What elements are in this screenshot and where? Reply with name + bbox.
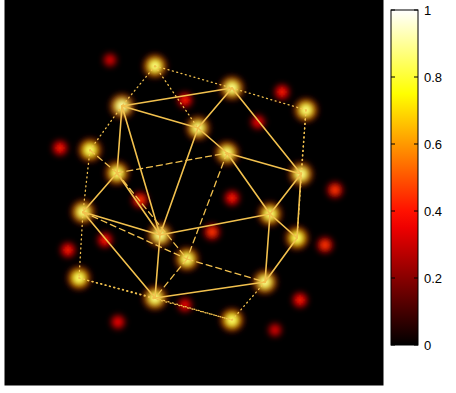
edge-solid (122, 106, 198, 128)
edge-solid (265, 214, 270, 282)
edge-dashed (187, 153, 227, 259)
density-spots (49, 50, 346, 340)
edge-solid (83, 212, 160, 235)
colorbar-tick-label: 0.4 (424, 204, 442, 219)
plot-background (5, 0, 383, 385)
colorbar-tick (391, 345, 395, 346)
edge-solid (160, 128, 198, 235)
colorbar-tick (391, 10, 395, 11)
colorbar-tick-label: 0.2 (424, 271, 442, 286)
colorbar-tick-label: 0 (424, 338, 431, 353)
edge-solid (83, 173, 117, 212)
edge-dotted (79, 278, 155, 298)
density-spot (57, 239, 78, 260)
edge-solid (198, 128, 227, 153)
colorbar-tick (414, 10, 418, 11)
edge-solid (83, 212, 155, 298)
edge-solid (155, 282, 265, 298)
edge-solid (265, 238, 297, 282)
density-spot (324, 179, 346, 201)
colorbar: 0 0.2 0.4 0.6 0.8 1 (391, 3, 442, 353)
edge-solid (270, 214, 297, 238)
edge-solid (232, 88, 301, 174)
edge-dotted (155, 298, 232, 320)
colorbar-tick (391, 211, 395, 212)
chart: 0 0.2 0.4 0.6 0.8 1 (0, 0, 456, 393)
edge-dashed (83, 212, 187, 259)
edge-dotted (122, 66, 155, 106)
colorbar-tick-label: 0.6 (424, 137, 442, 152)
colorbar-tick-label: 1 (424, 3, 431, 18)
edge-dotted (90, 106, 122, 150)
colorbar-tick (391, 278, 395, 279)
colorbar-tick (414, 144, 418, 145)
colorbar-gradient (391, 10, 418, 345)
edge-solid (117, 106, 122, 173)
edge-dotted (83, 150, 90, 212)
edge-solid (160, 214, 270, 235)
edge-dotted (155, 66, 198, 128)
edge-dotted (232, 88, 306, 110)
colorbar-tick (414, 77, 418, 78)
colorbar-tick (391, 144, 395, 145)
density-spot (314, 234, 336, 256)
edge-dashed (155, 259, 187, 298)
edge-dotted (79, 212, 83, 278)
edge-solid (297, 174, 301, 238)
edge-dotted (297, 110, 306, 238)
edge-dotted (232, 282, 265, 320)
density-spot (221, 187, 242, 208)
edge-solid (198, 88, 232, 128)
edge-dotted (155, 66, 232, 88)
edges (79, 66, 306, 320)
density-spot (49, 137, 70, 158)
plot-area (49, 50, 346, 340)
edge-dashed (90, 150, 117, 173)
edge-solid (227, 153, 301, 174)
edge-solid (270, 174, 301, 214)
density-spot (174, 89, 195, 110)
density-spot (271, 81, 292, 102)
plot-frame (5, 0, 383, 385)
edge-solid (122, 88, 232, 106)
colorbar-tick (414, 345, 418, 346)
edge-dashed (187, 259, 265, 282)
edge-dashed (117, 173, 187, 259)
edge-dotted (79, 278, 232, 320)
density-spot (289, 289, 310, 310)
colorbar-tick (414, 211, 418, 212)
density-spot (100, 50, 120, 70)
density-spot (108, 312, 128, 332)
edge-solid (227, 153, 270, 214)
colorbar-tick (391, 77, 395, 78)
colorbar-tick (414, 278, 418, 279)
edge-solid (117, 173, 160, 235)
edge-dashed (117, 153, 227, 173)
colorbar-tick-label: 0.8 (424, 70, 442, 85)
density-spot (265, 320, 285, 340)
